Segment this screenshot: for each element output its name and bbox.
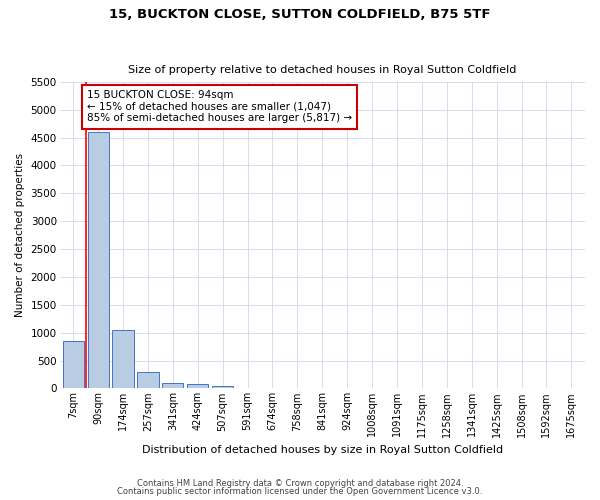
Text: Contains HM Land Registry data © Crown copyright and database right 2024.: Contains HM Land Registry data © Crown c… [137, 478, 463, 488]
Text: Contains public sector information licensed under the Open Government Licence v3: Contains public sector information licen… [118, 487, 482, 496]
Bar [163, 384, 184, 388]
Text: 15 BUCKTON CLOSE: 94sqm
← 15% of detached houses are smaller (1,047)
85% of semi: 15 BUCKTON CLOSE: 94sqm ← 15% of detache… [87, 90, 352, 124]
Y-axis label: Number of detached properties: Number of detached properties [15, 153, 25, 317]
Bar [137, 372, 158, 388]
Bar [187, 384, 208, 388]
Title: Size of property relative to detached houses in Royal Sutton Coldfield: Size of property relative to detached ho… [128, 66, 517, 76]
Text: 15, BUCKTON CLOSE, SUTTON COLDFIELD, B75 5TF: 15, BUCKTON CLOSE, SUTTON COLDFIELD, B75… [109, 8, 491, 20]
Bar [62, 341, 84, 388]
Bar [112, 330, 134, 388]
X-axis label: Distribution of detached houses by size in Royal Sutton Coldfield: Distribution of detached houses by size … [142, 445, 503, 455]
Bar [212, 386, 233, 388]
Bar [88, 132, 109, 388]
